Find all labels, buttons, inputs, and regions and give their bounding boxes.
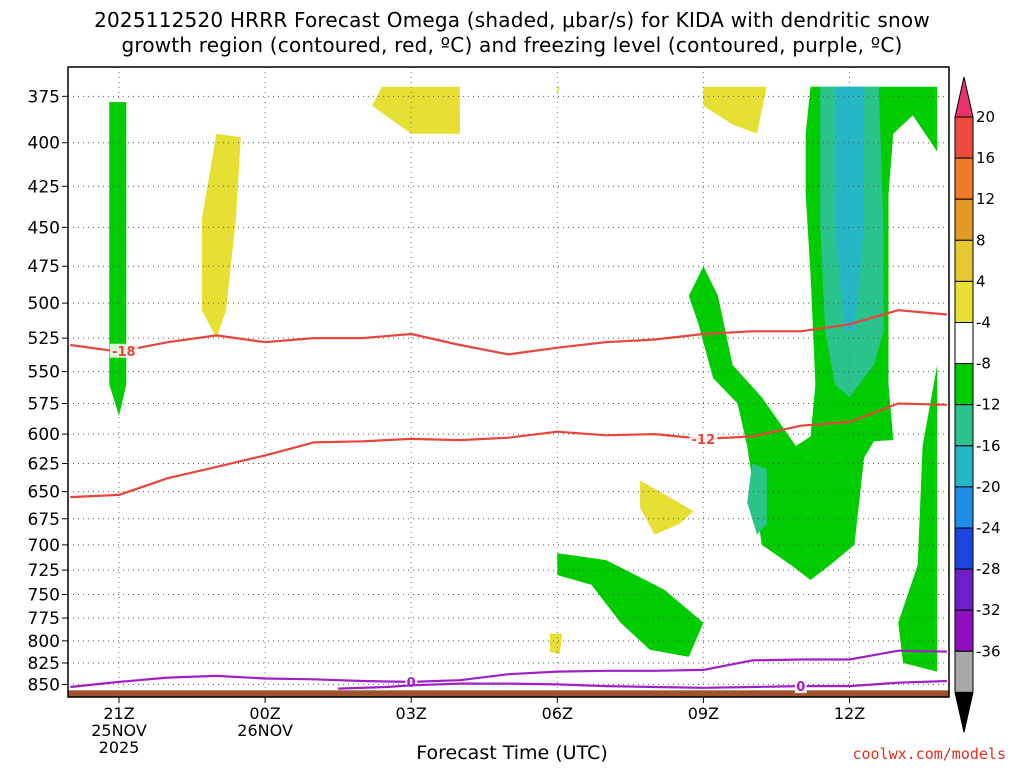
y-tick-label-800: 800: [28, 632, 60, 652]
colorbar-label-2: 12: [976, 190, 995, 208]
contour-label-0: -18: [112, 345, 136, 360]
contour-label-bg-3: [794, 679, 807, 694]
axes: 375 400 425 450 475 500 525 550 575 600 625 650 675 7…: [28, 66, 950, 757]
x-axis-label: Forecast Time (UTC): [416, 742, 608, 764]
colorbar-label-8: -16: [976, 437, 1001, 455]
y-tick-label-750: 750: [28, 585, 60, 605]
x-tick-label-0-0: 21Z: [103, 704, 134, 723]
contour-line-2: [70, 649, 947, 689]
colorbar-box-11: [954, 527, 974, 570]
x-tick-label-12-0: 09Z: [688, 704, 719, 723]
chart-title-line-2: growth region (contoured, red, ºC) and f…: [121, 33, 903, 57]
colorbar-box-5: [954, 280, 974, 323]
y-tick-label-600: 600: [28, 425, 60, 445]
y-tick-label-825: 825: [28, 654, 60, 674]
contour-label-bg-0: [109, 343, 138, 358]
colorbar-top-arrow: [954, 76, 974, 118]
colorbar-label-3: 8: [976, 231, 986, 249]
colorbar-label-9: -20: [976, 478, 1001, 496]
y-tick-label-425: 425: [28, 177, 60, 197]
omega-region-1: [201, 133, 241, 339]
colorbar-box-13: [954, 609, 974, 652]
colorbar-label-4: 4: [976, 272, 986, 290]
colorbar-label-13: -36: [976, 642, 1001, 660]
colorbar-box-12: [954, 568, 974, 611]
colorbar-label-0: 20: [976, 108, 995, 126]
omega-region-10: [640, 480, 694, 535]
omega-region-2: [372, 86, 460, 134]
colorbar-box-4: [954, 239, 974, 282]
contour-label-bg-1: [689, 431, 718, 446]
y-tick-label-675: 675: [28, 510, 60, 530]
y-tick-label-725: 725: [28, 561, 60, 581]
omega-region-11: [557, 553, 704, 657]
colorbar-box-7: [954, 363, 974, 406]
colorbar: 20 16 12 8 4 -4 -8 -12 -16 -20 -24 -28 -32 -36: [954, 76, 1001, 733]
omega-region-4: [703, 86, 767, 134]
y-tick-label-400: 400: [28, 134, 60, 154]
contour-label-3: 0: [796, 680, 805, 695]
colorbar-label-6: -8: [976, 355, 991, 373]
y-tick-label-625: 625: [28, 454, 60, 474]
colorbar-label-11: -28: [976, 560, 1001, 578]
y-tick-label-475: 475: [28, 257, 60, 277]
contour-line-1: [70, 402, 947, 499]
contour-label-2: 0: [407, 676, 416, 691]
colorbar-label-5: -4: [976, 314, 991, 332]
x-tick-label-0-2: 2025: [99, 738, 140, 757]
y-tick-label-550: 550: [28, 363, 60, 383]
x-tick-label-0-1: 25NOV: [91, 721, 147, 740]
shaded-omega-regions: [68, 86, 949, 697]
omega-region-12: [550, 633, 563, 655]
y-tick-label-650: 650: [28, 483, 60, 503]
y-tick-label-450: 450: [28, 218, 60, 238]
contour-label-1: -12: [692, 433, 716, 448]
omega-region-3: [557, 86, 560, 97]
x-tick-label-9-0: 06Z: [542, 704, 573, 723]
contour-line-3: [338, 679, 947, 690]
y-tick-label-850: 850: [28, 675, 60, 695]
colorbar-bottom-arrow: [954, 691, 974, 733]
colorbar-box-1: [954, 116, 974, 159]
colorbar-label-10: -24: [976, 519, 1001, 537]
surface-band: [68, 690, 949, 697]
x-tick-label-3-0: 00Z: [249, 704, 280, 723]
credit-text: coolwx.com/models: [852, 745, 1006, 763]
contour-lines: -18 -12 0 0: [70, 309, 947, 695]
y-tick-label-700: 700: [28, 536, 60, 556]
contour-line-0: [70, 309, 947, 356]
y-tick-label-525: 525: [28, 329, 60, 349]
colorbar-box-3: [954, 198, 974, 241]
x-tick-label-3-1: 26NOV: [237, 721, 293, 740]
colorbar-box-9: [954, 445, 974, 488]
colorbar-label-1: 16: [976, 149, 995, 167]
colorbar-box-6: [954, 322, 974, 365]
omega-region-7: [834, 86, 865, 332]
colorbar-box-14: [954, 650, 974, 693]
colorbar-label-7: -12: [976, 396, 1001, 414]
x-tick-label-6-0: 03Z: [396, 704, 427, 723]
omega-region-0: [109, 102, 127, 416]
x-tick-label-15-0: 12Z: [834, 704, 865, 723]
plot-frame: [67, 66, 950, 698]
colorbar-label-12: -32: [976, 601, 1001, 619]
chart-title-line-1: 2025112520 HRRR Forecast Omega (shaded, …: [94, 8, 930, 32]
omega-region-8: [747, 463, 767, 535]
colorbar-box-8: [954, 404, 974, 447]
y-tick-label-575: 575: [28, 395, 60, 415]
y-tick-label-775: 775: [28, 609, 60, 629]
y-tick-label-500: 500: [28, 294, 60, 314]
omega-region-9: [898, 365, 938, 672]
y-tick-label-375: 375: [28, 87, 60, 107]
colorbar-box-2: [954, 157, 974, 200]
colorbar-box-10: [954, 486, 974, 529]
